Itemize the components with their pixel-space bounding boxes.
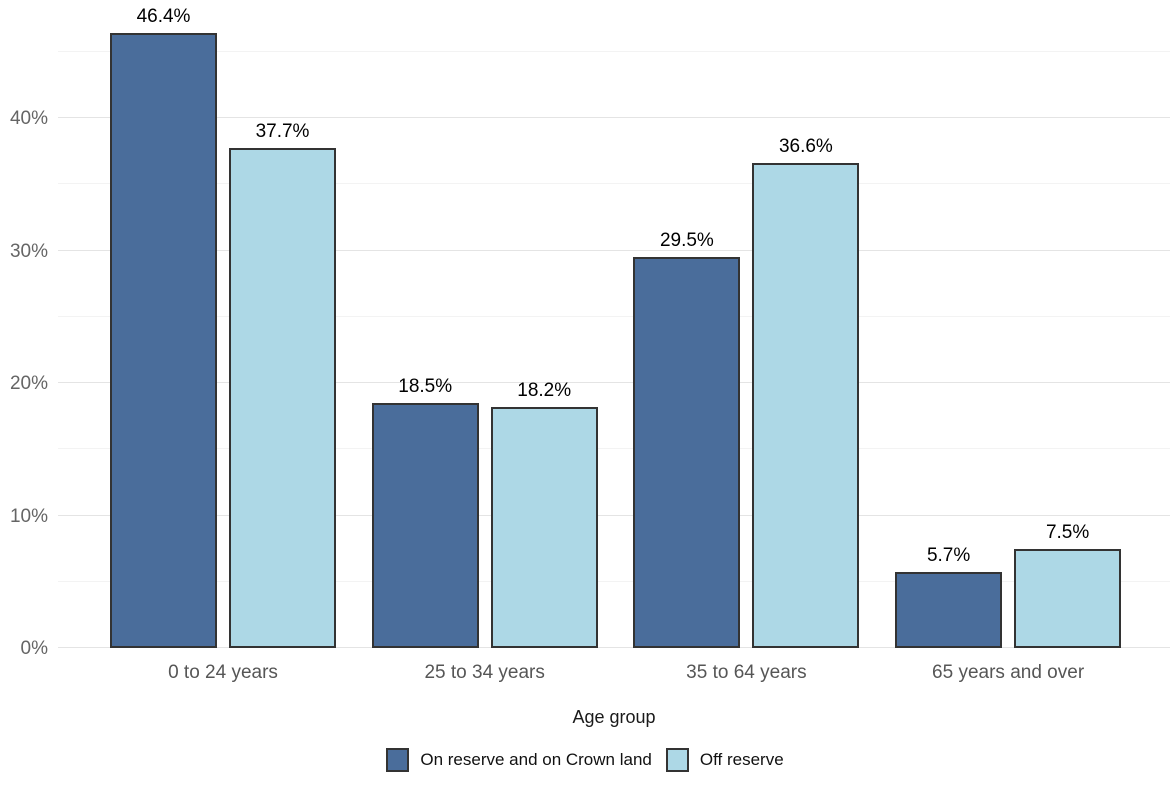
legend-swatch-icon [386,748,410,772]
bar-value-label: 18.2% [517,379,572,401]
major-gridline [58,249,1170,251]
major-gridline [58,647,1170,648]
minor-gridline [58,315,1170,317]
y-axis-tick-label: 30% [9,240,48,262]
legend-swatch-icon [665,748,689,772]
bar-on-reserve-2 [633,257,741,648]
bar-value-label: 7.5% [1045,521,1090,543]
chart-legend: On reserve and on Crown land Off reserve [0,748,1170,772]
y-axis-tick-label: 20% [9,373,48,394]
minor-gridline [58,50,1170,52]
legend-entry-off-reserve: Off reserve [665,748,784,772]
bar-on-reserve-0 [110,33,217,648]
bar-off-reserve-0 [229,148,336,648]
bar-value-label: 18.5% [398,375,453,397]
y-axis-tick-label: 40% [9,108,48,129]
bar-value-label: 36.6% [778,136,833,158]
x-axis-category-label: 35 to 64 years [686,662,807,683]
x-axis-title: Age group [572,707,656,727]
y-axis: 0% 10% 20% 30% 40% [0,0,48,658]
y-axis-tick-label: 0% [20,638,48,659]
minor-gridline [58,448,1170,450]
minor-gridline [58,183,1170,185]
legend-entry-on-reserve: On reserve and on Crown land [386,748,652,772]
bar-on-reserve-1 [371,402,479,648]
y-axis-tick-label: 10% [9,505,48,527]
plot-panel: 46.4% 18.5% 29.5% 5.7% 37.7% 18.2% 36.6% 7.5% [58,0,1170,648]
major-gridline [58,117,1170,118]
legend-label: On reserve and on Crown land [420,750,652,769]
bar-value-label: 46.4% [136,6,191,28]
legend-label: Off reserve [699,750,784,769]
bar-off-reserve-1 [490,406,598,648]
x-axis-category-label: 65 years and over [932,662,1085,683]
major-gridline [58,514,1170,516]
bar-off-reserve-3 [1014,548,1122,648]
minor-gridline [58,580,1170,582]
x-axis-category-label: 0 to 24 years [168,662,278,683]
bar-value-label: 5.7% [926,545,971,567]
bar-value-label: 37.7% [255,121,310,143]
bar-on-reserve-3 [895,572,1003,648]
bar-off-reserve-2 [752,163,860,648]
bar-value-label: 29.5% [659,230,714,252]
x-axis-category-label: 25 to 34 years [424,662,545,683]
major-gridline [58,382,1170,383]
